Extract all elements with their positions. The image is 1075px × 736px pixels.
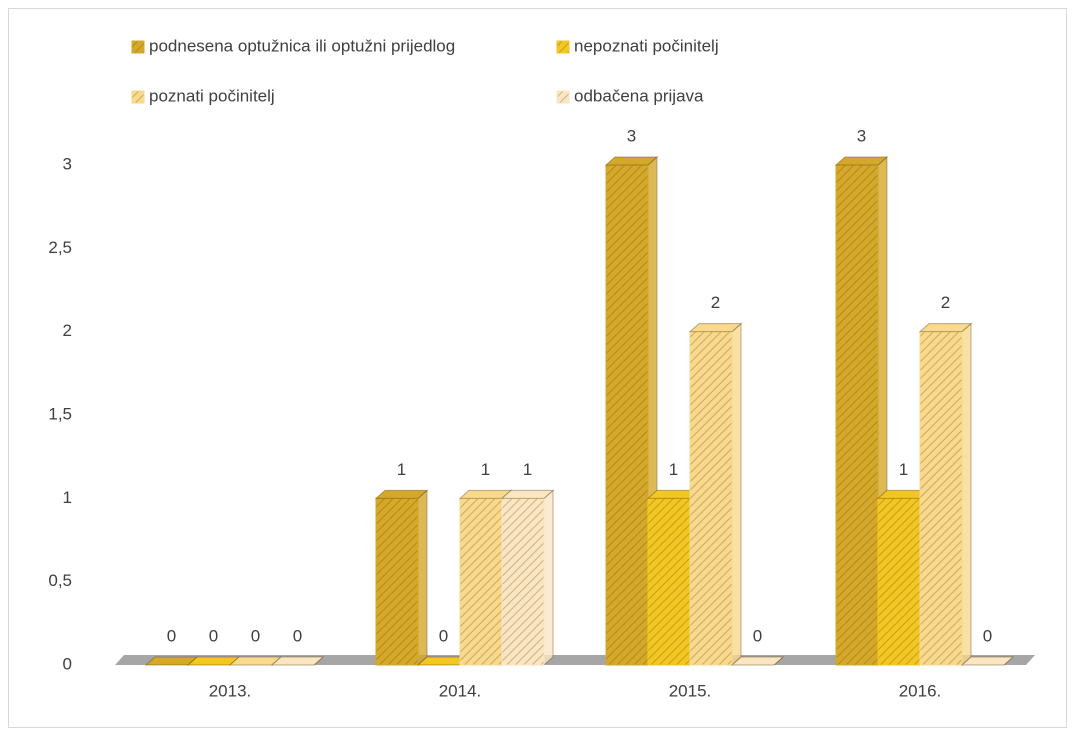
legend-swatch (131, 40, 145, 54)
bar-top (730, 656, 785, 666)
bar (689, 331, 733, 666)
data-label: 2 (941, 293, 950, 312)
data-label: 0 (293, 626, 302, 645)
bar-top (834, 156, 889, 166)
x-tick-label: 2016. (899, 681, 942, 700)
bar (835, 164, 879, 666)
data-label: 3 (627, 126, 636, 145)
bar (375, 497, 419, 666)
bar (877, 497, 921, 666)
bar (919, 331, 963, 666)
bar-top (960, 656, 1015, 666)
bar-top (688, 323, 743, 333)
legend-label: nepoznati počinitelj (574, 36, 719, 55)
data-label: 0 (251, 626, 260, 645)
data-label: 3 (857, 126, 866, 145)
x-tick-label: 2013. (209, 681, 252, 700)
bar-top (604, 156, 659, 166)
y-tick-label: 2 (63, 321, 72, 340)
x-tick-label: 2014. (439, 681, 482, 700)
legend-label: poznati počinitelj (149, 86, 275, 105)
bar-top (270, 656, 325, 666)
y-tick-label: 0,5 (48, 571, 72, 590)
y-tick-label: 3 (63, 154, 72, 173)
bar-side (961, 322, 972, 667)
data-label: 1 (523, 460, 532, 479)
data-label: 1 (481, 460, 490, 479)
legend-label: podnesena optužnica ili optužni prijedlo… (149, 36, 455, 55)
data-label: 0 (753, 626, 762, 645)
floor (115, 655, 1035, 665)
x-tick-label: 2015. (669, 681, 712, 700)
data-label: 1 (397, 460, 406, 479)
bar (501, 497, 545, 666)
bar (605, 164, 649, 666)
bar-side (417, 489, 428, 667)
bar-top (500, 489, 555, 499)
y-tick-label: 1,5 (48, 404, 72, 423)
legend-swatch (131, 90, 145, 104)
bar-top (918, 323, 973, 333)
y-tick-label: 2,5 (48, 238, 72, 257)
data-label: 1 (669, 460, 678, 479)
bar-side (543, 489, 554, 667)
bar-top (374, 489, 429, 499)
data-label: 0 (983, 626, 992, 645)
legend-swatch (556, 90, 570, 104)
y-tick-label: 1 (63, 488, 72, 507)
data-label: 1 (899, 460, 908, 479)
bar (459, 497, 503, 666)
y-tick-label: 0 (63, 654, 72, 673)
data-label: 0 (209, 626, 218, 645)
legend-label: odbačena prijava (574, 86, 704, 105)
data-label: 0 (167, 626, 176, 645)
data-label: 0 (439, 626, 448, 645)
bar (647, 497, 691, 666)
legend-swatch (556, 40, 570, 54)
bar-side (731, 322, 742, 667)
data-label: 2 (711, 293, 720, 312)
